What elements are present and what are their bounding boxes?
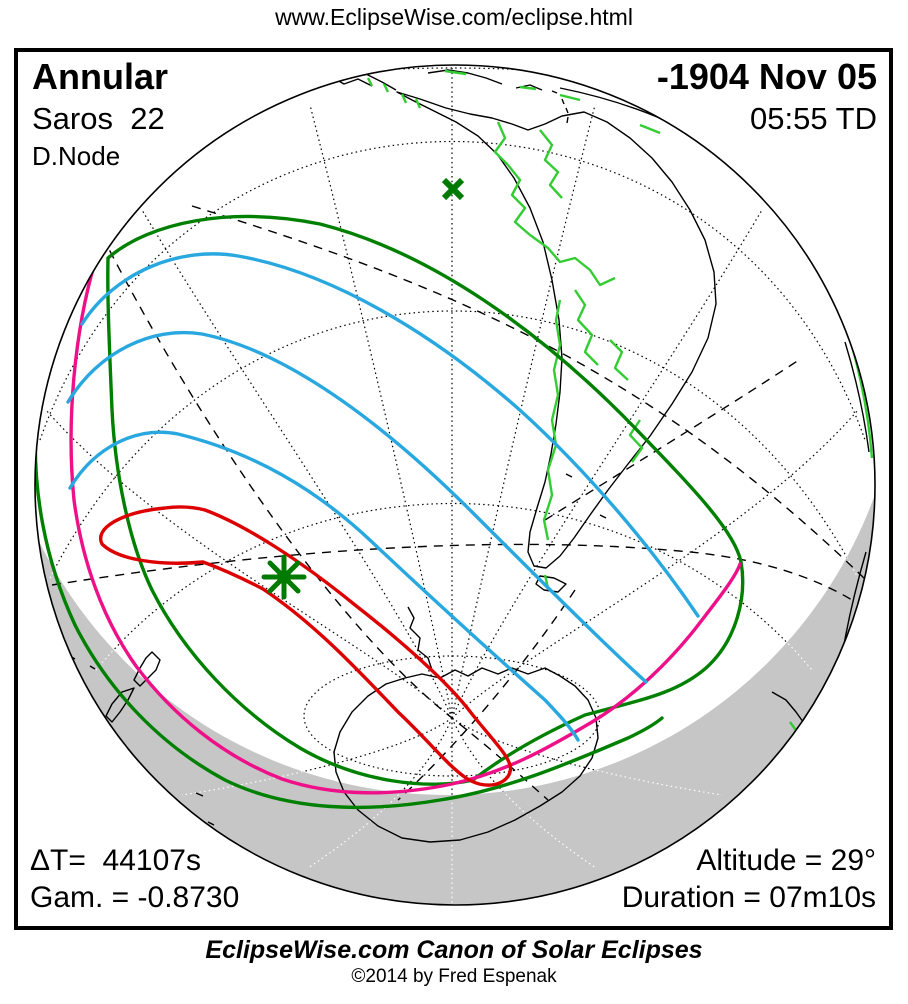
globe-limb <box>34 64 876 906</box>
altitude-label: Altitude = 29° <box>696 844 876 877</box>
eclipse-type-label: Annular <box>32 56 169 97</box>
eclipse-time-label: 05:55 TD <box>750 101 877 136</box>
footer-title: EclipseWise.com Canon of Solar Eclipses <box>205 936 703 964</box>
node-label: D.Node <box>32 141 121 171</box>
footer-copyright: ©2014 by Fred Espenak <box>351 966 557 987</box>
eclipse-date-label: -1904 Nov 05 <box>656 56 877 97</box>
delta-t-label: ΔT= 44107s <box>30 844 201 877</box>
duration-label: Duration = 07m10s <box>621 881 876 914</box>
annular-path-limits-red <box>98 505 513 787</box>
magnitude-contours-blue <box>66 252 700 742</box>
gamma-label: Gam. = -0.8730 <box>30 881 240 914</box>
greatest-eclipse-marker <box>261 554 307 600</box>
rise-set-curve-magenta <box>69 260 742 795</box>
subsolar-point-marker <box>441 177 465 201</box>
country-borders <box>366 69 874 863</box>
saros-label: Saros 22 <box>32 101 165 136</box>
page-url-link[interactable]: www.EclipseWise.com/eclipse.html <box>275 4 633 30</box>
